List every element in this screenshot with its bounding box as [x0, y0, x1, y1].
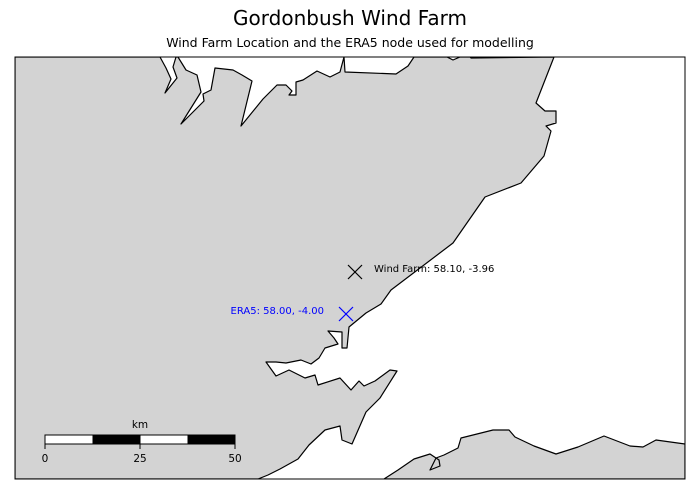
scale-bar-unit: km: [132, 419, 148, 431]
scale-bar: km 0 25 50: [42, 419, 242, 465]
east-landmass: [15, 57, 557, 479]
scale-bar-tick-50: 50: [228, 453, 241, 465]
scale-bar-tick-25: 25: [133, 453, 146, 465]
era5-node-marker: [338, 306, 354, 322]
era5-label: ERA5: 58.00, -4.00: [231, 306, 324, 317]
map-title: Gordonbush Wind Farm: [233, 6, 467, 30]
map-frame: [14, 56, 686, 480]
wind-farm-marker: [347, 264, 363, 280]
land-layer: [15, 57, 685, 479]
map-subtitle: Wind Farm Location and the ERA5 node use…: [166, 35, 534, 50]
wind-farm-label: Wind Farm: 58.10, -3.96: [374, 264, 494, 275]
scale-bar-tick-0: 0: [42, 453, 49, 465]
south-landmass: [383, 429, 685, 479]
